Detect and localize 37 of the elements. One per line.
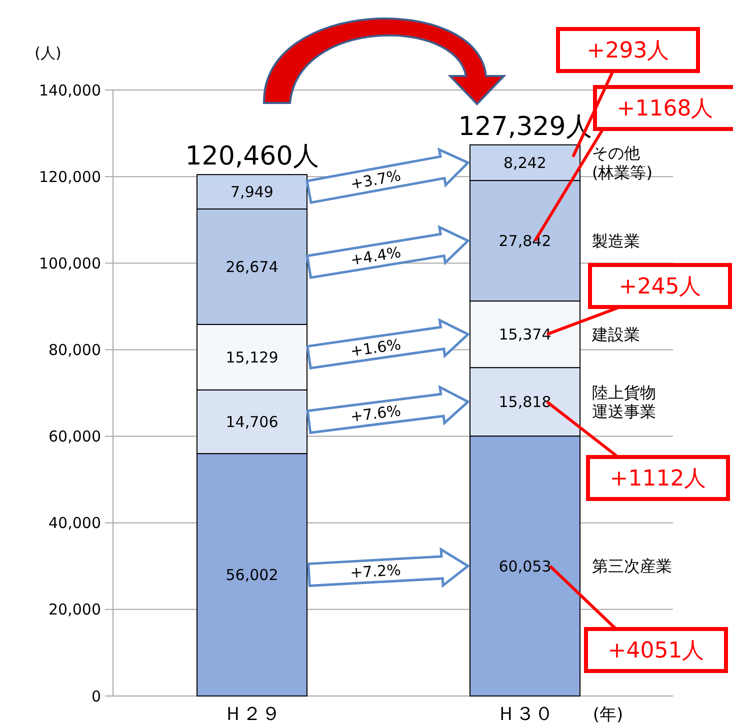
y-tick-label: 120,000 bbox=[38, 168, 101, 186]
data-label: 60,053 bbox=[498, 557, 552, 576]
annotation: +1112人 bbox=[610, 466, 706, 492]
x-tick-label: Ｈ２９ bbox=[224, 703, 280, 725]
series-label: 第三次産業 bbox=[592, 556, 672, 576]
y-tick-label: 40,000 bbox=[48, 514, 101, 532]
data-label: 8,242 bbox=[504, 154, 546, 172]
data-label: 15,374 bbox=[498, 326, 552, 344]
data-label: 7,949 bbox=[230, 183, 274, 202]
data-label: 56,002 bbox=[226, 566, 278, 584]
annotation: +4.4% bbox=[349, 243, 402, 270]
x-tick-label: Ｈ３０ bbox=[496, 703, 554, 725]
text: +293人 bbox=[586, 38, 670, 64]
annotation: +3.7% bbox=[349, 166, 402, 194]
data-label: 15,818 bbox=[498, 393, 552, 412]
annotation: +7.2% bbox=[350, 560, 402, 582]
y-tick-label: 60,000 bbox=[48, 428, 101, 446]
annotation: +245人 bbox=[618, 274, 702, 300]
y-tick-label: 140,000 bbox=[38, 81, 101, 100]
annotation: +1168人 bbox=[616, 96, 714, 122]
y-tick-label: 80,000 bbox=[48, 340, 101, 359]
annotation: +7.6% bbox=[349, 402, 402, 426]
y-tick-label: 0 bbox=[91, 687, 101, 706]
annotation: +1.6% bbox=[349, 335, 402, 360]
total-label: 120,460人 bbox=[185, 142, 319, 172]
y-tick-label: 100,000 bbox=[38, 254, 101, 272]
annotation: +4051人 bbox=[608, 638, 704, 664]
y-axis-title: (人) bbox=[34, 44, 62, 62]
x-axis-title: (年) bbox=[592, 705, 624, 725]
data-label: 14,706 bbox=[226, 413, 278, 432]
series-label: 製造業 bbox=[592, 231, 640, 250]
data-label: 26,674 bbox=[226, 258, 278, 276]
series-label: その他(林業等) bbox=[592, 144, 652, 182]
series-label: 建設業 bbox=[591, 324, 640, 344]
series-label: 陸上貨物運送事業 bbox=[592, 382, 656, 422]
data-label: 15,129 bbox=[226, 348, 278, 366]
y-tick-label: 20,000 bbox=[48, 600, 101, 619]
